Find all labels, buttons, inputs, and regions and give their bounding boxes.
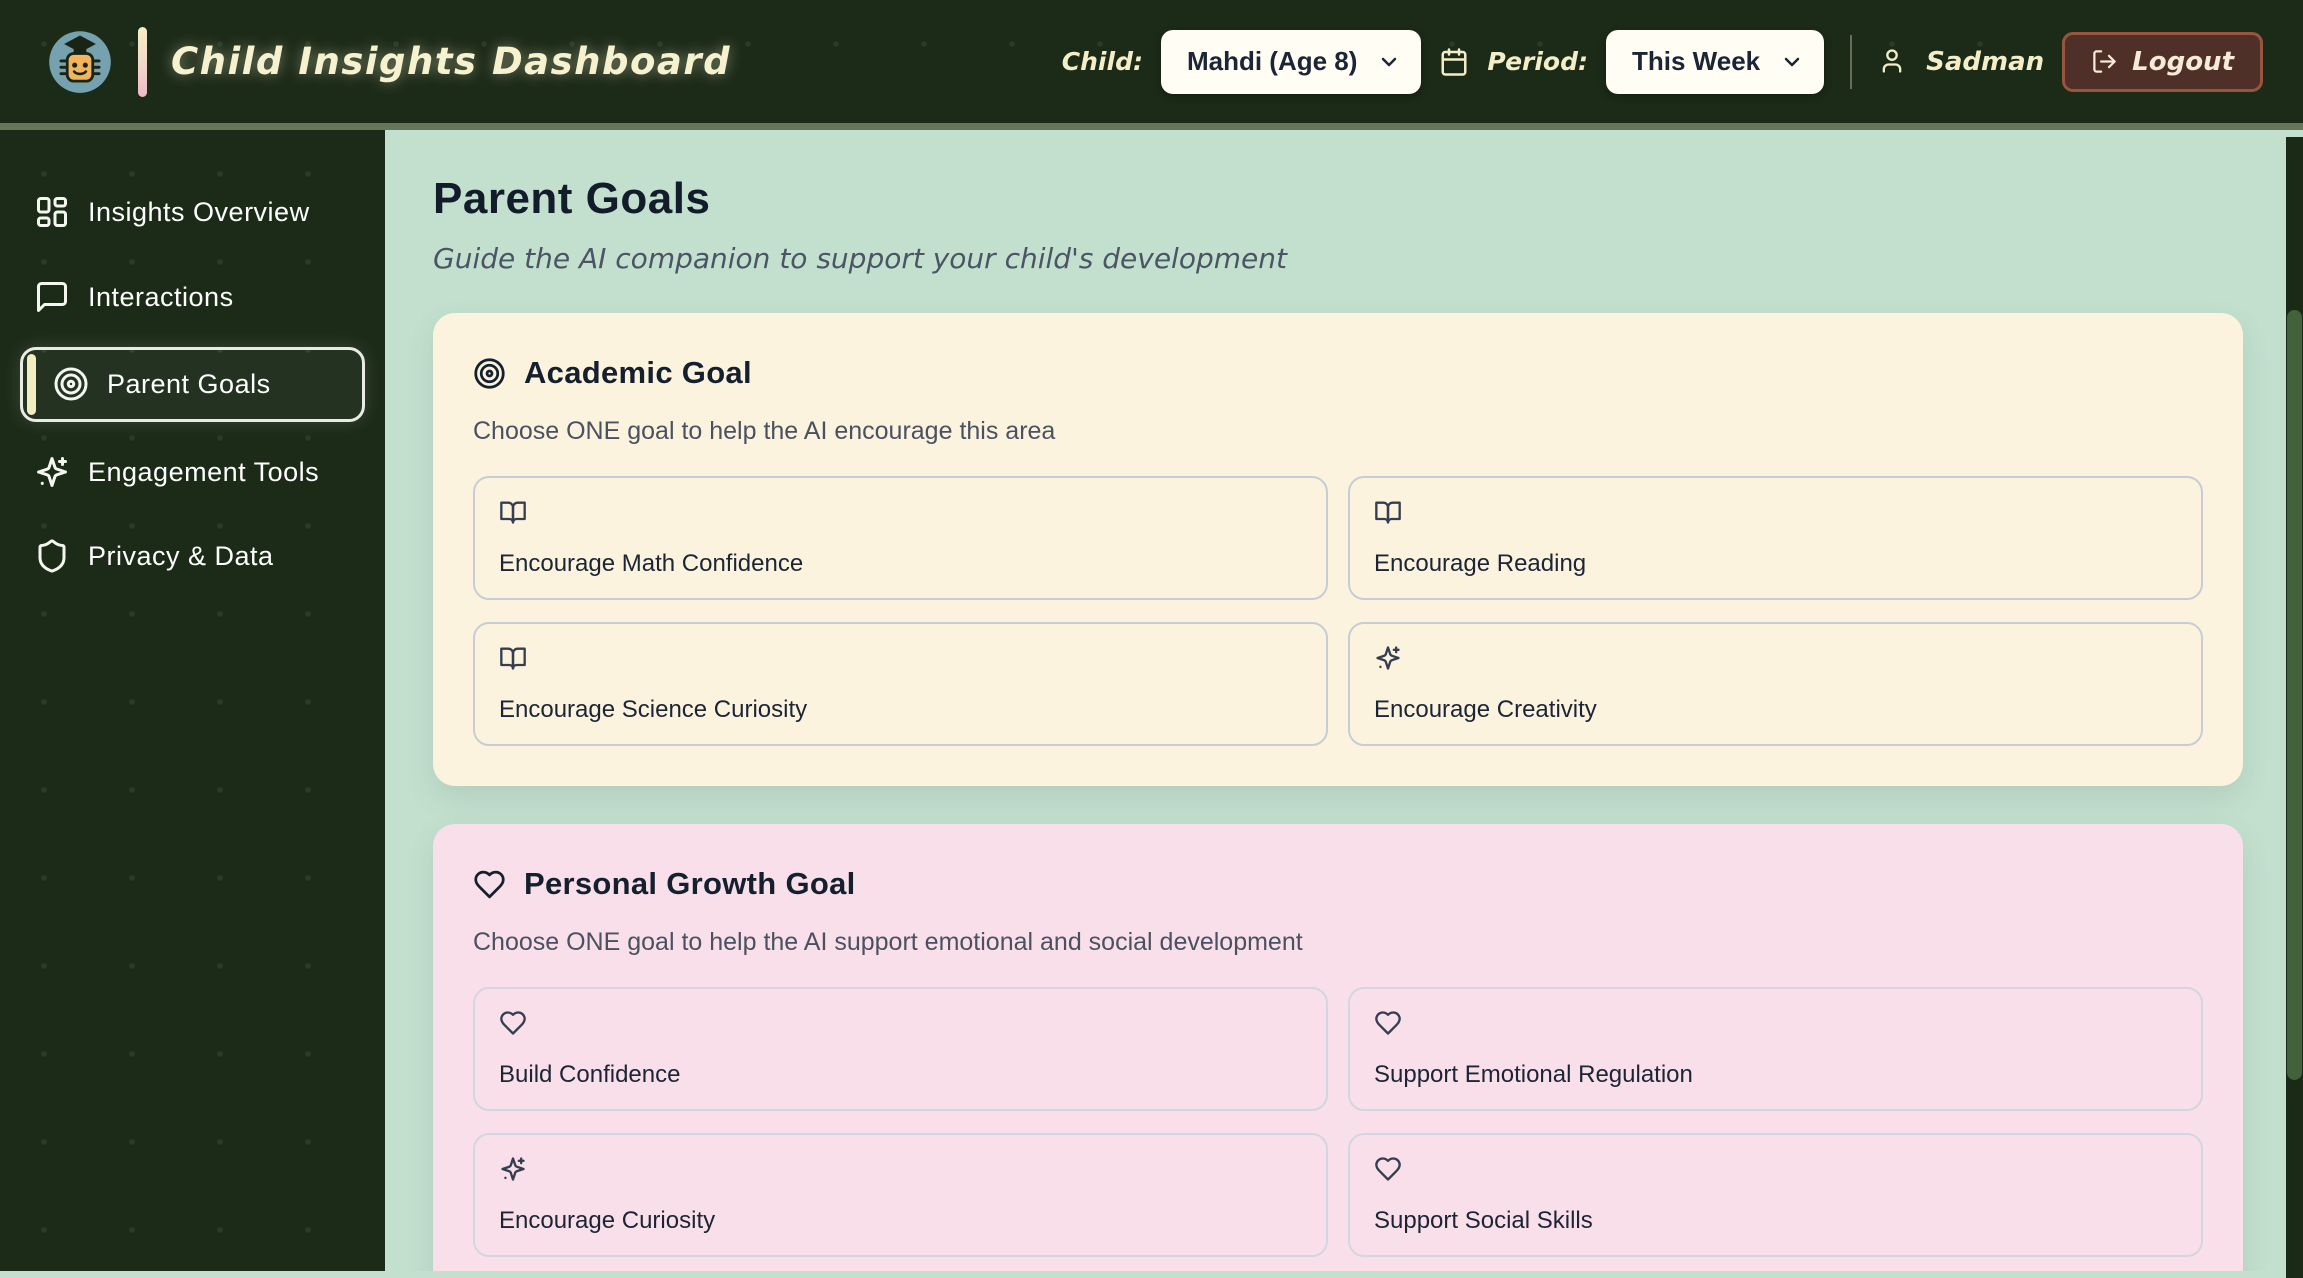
section-title: Academic Goal	[524, 355, 752, 390]
period-label: Period:	[1487, 47, 1588, 76]
header-controls: Child: Mahdi (Age 8) Period: This Week S…	[1061, 29, 2263, 94]
sidebar-item-insights-overview[interactable]: Insights Overview	[20, 178, 365, 247]
target-icon	[53, 366, 89, 402]
shield-icon	[34, 538, 70, 574]
goal-option-science-curiosity[interactable]: Encourage Science Curiosity	[473, 622, 1328, 746]
goal-option-curiosity[interactable]: Encourage Curiosity	[473, 1133, 1328, 1257]
goal-option-label: Build Confidence	[499, 1061, 681, 1088]
sparkles-icon	[1374, 644, 1402, 672]
sidebar-item-label: Engagement Tools	[88, 456, 320, 487]
logout-icon	[2091, 48, 2118, 75]
app-title: Child Insights Dashboard	[171, 40, 732, 83]
goal-option-label: Encourage Science Curiosity	[499, 696, 808, 723]
sidebar-item-label: Privacy & Data	[88, 541, 274, 571]
chevron-down-icon	[1377, 50, 1401, 74]
goal-option-label: Encourage Creativity	[1374, 696, 1597, 723]
personal-growth-goal-card: Personal Growth Goal Choose ONE goal to …	[433, 824, 2243, 1271]
goal-option-reading[interactable]: Encourage Reading	[1348, 476, 2203, 600]
goal-option-emotional-regulation[interactable]: Support Emotional Regulation	[1348, 987, 2203, 1111]
sidebar-item-label: Insights Overview	[88, 197, 310, 227]
goal-option-math-confidence[interactable]: Encourage Math Confidence	[473, 476, 1328, 600]
brand: Child Insights Dashboard	[46, 26, 732, 97]
heart-icon	[1374, 1009, 1402, 1037]
target-icon	[473, 357, 506, 390]
logout-label: Logout	[2132, 46, 2234, 77]
logout-button[interactable]: Logout	[2062, 31, 2263, 92]
dashboard-icon	[34, 194, 70, 230]
chevron-down-icon	[1780, 50, 1804, 74]
sidebar-item-interactions[interactable]: Interactions	[20, 263, 365, 332]
goal-option-label: Support Social Skills	[1374, 1207, 1593, 1234]
sidebar-item-label: Interactions	[88, 281, 234, 312]
goal-option-label: Encourage Math Confidence	[499, 550, 804, 577]
period-select-value: This Week	[1632, 46, 1761, 76]
sidebar-nav: Insights Overview Interactions Parent Go…	[0, 130, 385, 1271]
sidebar-item-label: Parent Goals	[107, 369, 271, 399]
robot-logo-icon	[46, 28, 114, 96]
goal-option-social-skills[interactable]: Support Social Skills	[1348, 1133, 2203, 1257]
heart-icon	[499, 1009, 527, 1037]
heart-icon	[473, 868, 506, 901]
heart-icon	[1374, 1155, 1402, 1183]
scrollbar-thumb[interactable]	[2287, 310, 2302, 1080]
calendar-icon	[1439, 47, 1469, 77]
goal-option-build-confidence[interactable]: Build Confidence	[473, 987, 1328, 1111]
child-select[interactable]: Mahdi (Age 8)	[1160, 29, 1422, 94]
sidebar-item-privacy-data[interactable]: Privacy & Data	[20, 522, 365, 591]
sparkles-icon	[34, 454, 70, 490]
header-divider	[1850, 34, 1853, 89]
growth-options-grid: Build Confidence Support Emotional Regul…	[473, 987, 2203, 1257]
book-open-icon	[499, 644, 527, 672]
book-open-icon	[499, 498, 527, 526]
chat-bubble-icon	[34, 279, 70, 315]
brand-accent-bar	[138, 26, 147, 97]
child-label: Child:	[1061, 47, 1143, 76]
academic-goal-header: Academic Goal	[473, 355, 2203, 391]
goal-option-label: Encourage Curiosity	[499, 1207, 716, 1234]
page-subtitle: Guide the AI companion to support your c…	[433, 242, 1287, 275]
vertical-scrollbar[interactable]	[2286, 137, 2303, 1278]
main-content: Parent Goals Guide the AI companion to s…	[385, 130, 2303, 1271]
personal-growth-header: Personal Growth Goal	[473, 866, 2203, 902]
academic-goal-card: Academic Goal Choose ONE goal to help th…	[433, 313, 2243, 786]
goal-option-creativity[interactable]: Encourage Creativity	[1348, 622, 2203, 746]
sparkles-icon	[499, 1155, 527, 1183]
book-open-icon	[1374, 498, 1402, 526]
active-indicator-bar	[27, 354, 36, 415]
academic-options-grid: Encourage Math Confidence Encourage Read…	[473, 476, 2203, 746]
goal-option-label: Encourage Reading	[1374, 550, 1587, 577]
child-select-value: Mahdi (Age 8)	[1186, 46, 1358, 76]
page-title: Parent Goals	[433, 174, 711, 223]
section-instruction: Choose ONE goal to help the AI encourage…	[473, 417, 1056, 445]
period-select[interactable]: This Week	[1606, 29, 1825, 94]
sidebar-item-parent-goals[interactable]: Parent Goals	[20, 347, 365, 422]
section-instruction: Choose ONE goal to help the AI support e…	[473, 928, 1303, 956]
goal-option-label: Support Emotional Regulation	[1374, 1061, 1693, 1088]
section-title: Personal Growth Goal	[524, 866, 856, 901]
user-icon	[1878, 47, 1908, 77]
sidebar-item-engagement-tools[interactable]: Engagement Tools	[20, 438, 365, 507]
top-header: Child Insights Dashboard Child: Mahdi (A…	[0, 0, 2303, 130]
user-name: Sadman	[1926, 46, 2045, 77]
